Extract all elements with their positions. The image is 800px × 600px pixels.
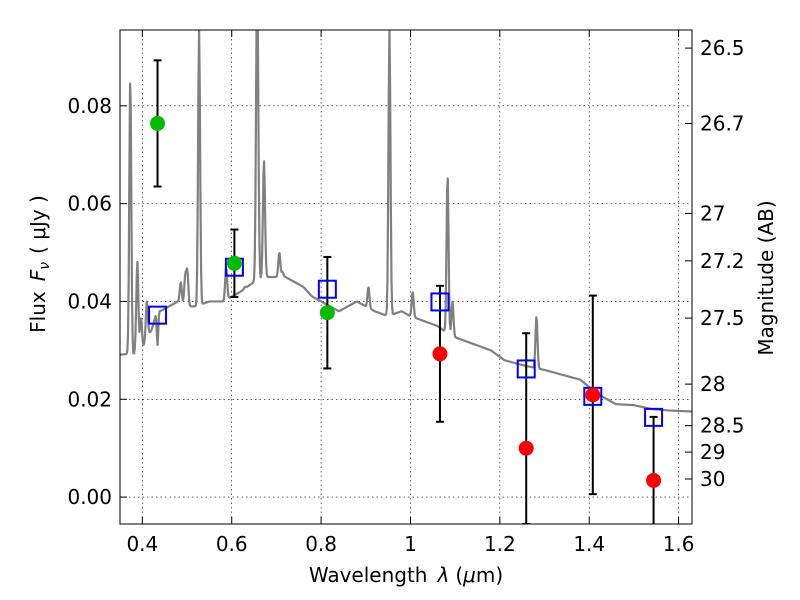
model-point-square bbox=[148, 305, 168, 325]
plot-background bbox=[120, 30, 692, 524]
limit-point bbox=[646, 472, 662, 488]
y2-tick-label: 27.2 bbox=[700, 249, 745, 273]
limit-point bbox=[585, 387, 601, 403]
x-tick-label: 1.2 bbox=[484, 532, 516, 556]
y2-axis-label: Magnitude (AB) bbox=[754, 200, 778, 355]
model-point-square bbox=[516, 359, 536, 379]
limit-point bbox=[518, 440, 534, 456]
y2-tick-label: 27 bbox=[700, 201, 725, 225]
y-tick-label: 0.06 bbox=[67, 192, 112, 216]
y2-tick-label: 28 bbox=[700, 372, 725, 396]
x-tick-label: 0.4 bbox=[126, 532, 158, 556]
tick-layer: 0.4 0.6 0.8 1 1.2 1.4 1.6 0.00 0.02 0.04 0.06 0.08 2… bbox=[67, 30, 745, 556]
x-tick-label: 0.8 bbox=[305, 532, 337, 556]
y2-tick-label: 30 bbox=[700, 467, 725, 491]
y2-tick-label: 29 bbox=[700, 440, 725, 464]
x-tick-label: 1 bbox=[404, 532, 417, 556]
detection-point bbox=[319, 305, 335, 321]
model-point-square bbox=[430, 292, 450, 312]
data-layer bbox=[120, 30, 692, 524]
x-axis-label: Wavelength λ (μm) bbox=[309, 563, 503, 587]
y2-tick-label: 26.7 bbox=[700, 111, 745, 135]
y-tick-label: 0.08 bbox=[67, 94, 112, 118]
y-tick-label: 0.00 bbox=[67, 485, 112, 509]
y2-tick-label: 27.5 bbox=[700, 306, 745, 330]
model-point-square bbox=[317, 279, 337, 299]
y2-tick-label: 28.5 bbox=[700, 414, 745, 438]
x-tick-label: 1.4 bbox=[573, 532, 605, 556]
y-axis-label: FluxFν( μJy ) bbox=[26, 195, 53, 333]
model-point-square bbox=[644, 407, 664, 427]
detection-point bbox=[150, 115, 166, 131]
x-tick-label: 1.6 bbox=[663, 532, 695, 556]
x-tick-label: 0.6 bbox=[216, 532, 248, 556]
limit-point bbox=[432, 346, 448, 362]
y-tick-label: 0.02 bbox=[67, 387, 112, 411]
plot-frame bbox=[119, 29, 693, 525]
detection-point bbox=[226, 255, 242, 271]
y-tick-label: 0.04 bbox=[67, 289, 112, 313]
y2-tick-label: 26.5 bbox=[700, 36, 745, 60]
